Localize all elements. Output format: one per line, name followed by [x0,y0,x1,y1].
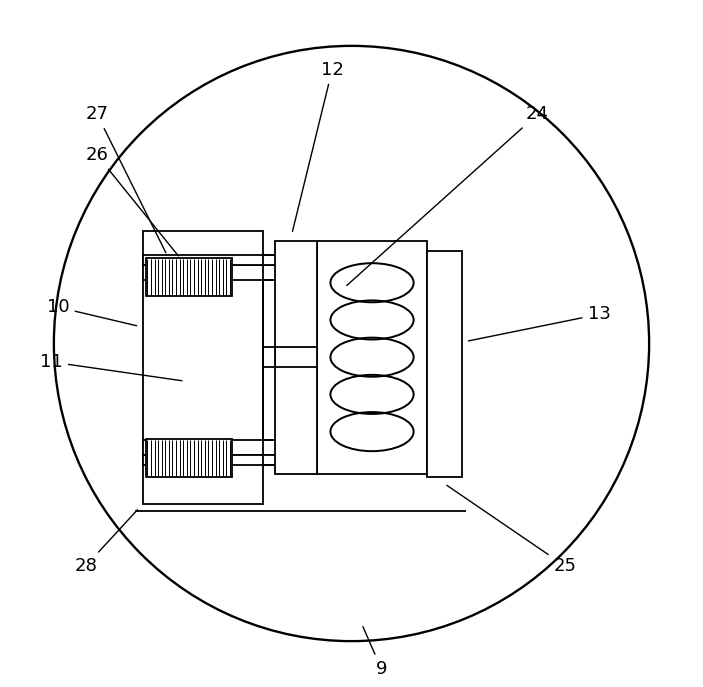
Text: 11: 11 [40,353,182,381]
Bar [146,258,232,296]
Text: 26: 26 [86,146,179,256]
Bar [427,251,463,477]
Text: 25: 25 [447,485,576,575]
Bar [146,438,232,477]
Text: 10: 10 [47,298,136,326]
Bar [317,241,427,473]
Bar [275,241,317,473]
Bar [262,347,275,368]
Text: 9: 9 [363,627,387,677]
Text: 12: 12 [292,61,344,232]
Text: 27: 27 [86,105,166,253]
Bar [143,455,295,464]
Bar [143,440,295,455]
Text: 28: 28 [75,510,138,575]
Bar [143,231,262,504]
Text: 24: 24 [347,105,549,286]
Bar [143,256,295,264]
Text: 13: 13 [468,305,610,341]
Bar [143,264,295,280]
Circle shape [54,46,649,641]
